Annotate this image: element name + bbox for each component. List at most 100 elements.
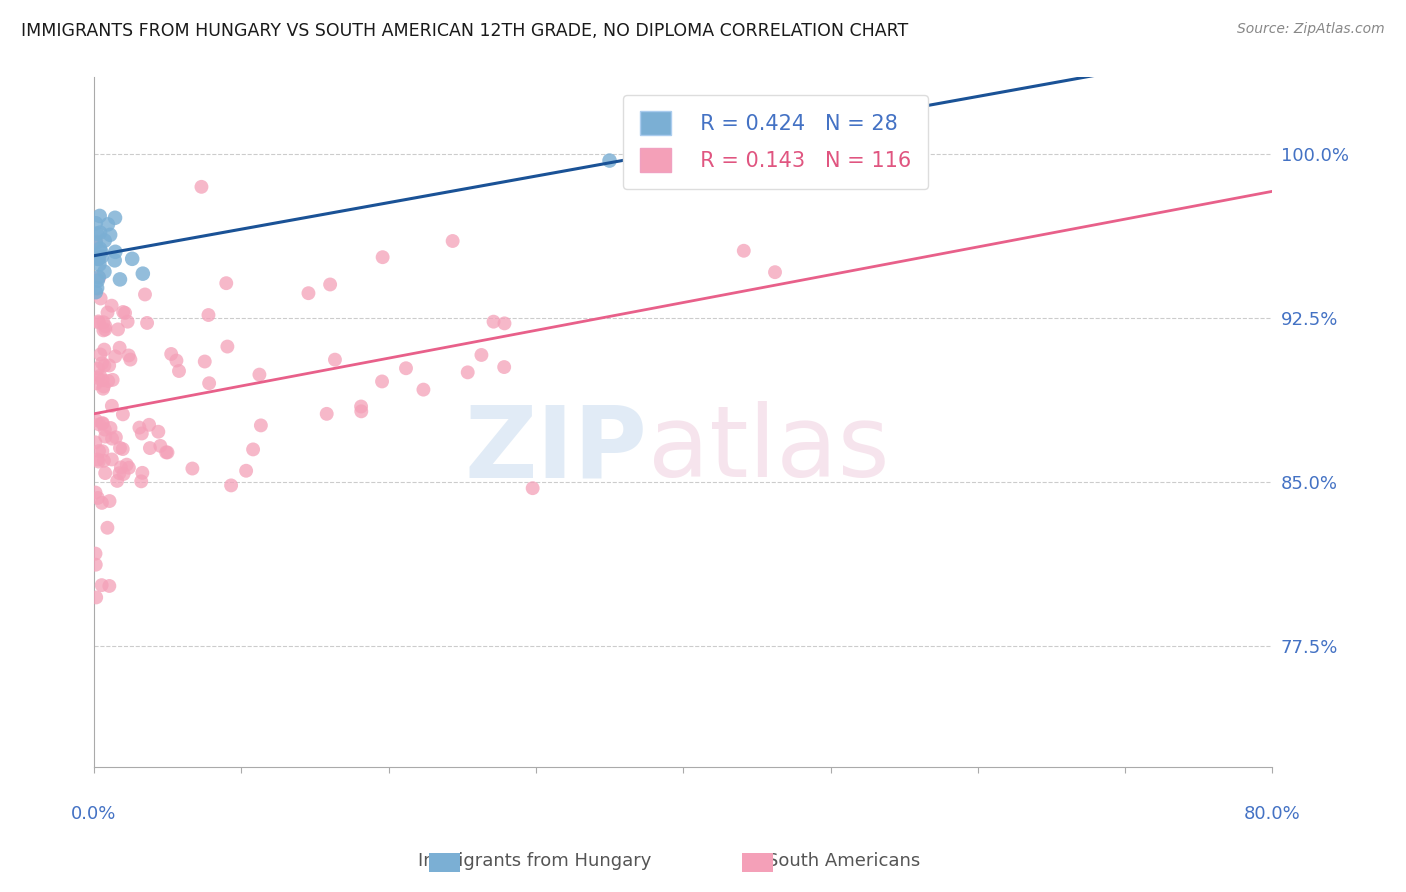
Point — [297, 286, 319, 301]
Point — [108, 272, 131, 286]
Point — [165, 353, 187, 368]
Point — [494, 360, 516, 375]
Point — [101, 432, 124, 446]
Point — [412, 383, 434, 397]
Point — [98, 494, 121, 508]
Point — [482, 315, 505, 329]
Point — [350, 404, 373, 418]
Point — [84, 413, 107, 427]
Point — [93, 323, 115, 337]
Point — [733, 244, 755, 258]
Point — [87, 252, 110, 266]
Point — [89, 270, 111, 285]
Point — [93, 379, 115, 393]
Point — [107, 322, 129, 336]
Point — [112, 305, 135, 319]
Point — [84, 591, 107, 605]
Point — [108, 341, 131, 355]
Point — [315, 407, 337, 421]
Point — [131, 466, 153, 480]
Point — [190, 179, 212, 194]
Point — [100, 421, 122, 435]
Point — [139, 441, 162, 455]
Point — [90, 250, 112, 264]
Point — [89, 368, 111, 383]
Point — [98, 227, 121, 242]
Point — [96, 521, 118, 535]
Point — [84, 235, 107, 249]
Point — [91, 382, 114, 396]
Point — [91, 417, 114, 431]
Text: IMMIGRANTS FROM HUNGARY VS SOUTH AMERICAN 12TH GRADE, NO DIPLOMA CORRELATION CHA: IMMIGRANTS FROM HUNGARY VS SOUTH AMERICA… — [21, 22, 908, 40]
Point — [148, 425, 170, 439]
Point — [494, 317, 516, 331]
Point — [93, 343, 115, 357]
Point — [599, 153, 621, 168]
Point — [104, 211, 127, 225]
Point — [87, 314, 110, 328]
Point — [763, 265, 786, 279]
Point — [319, 277, 342, 292]
Point — [219, 478, 242, 492]
Point — [371, 375, 394, 389]
Point — [134, 287, 156, 301]
Point — [457, 365, 479, 379]
Point — [323, 352, 346, 367]
Text: Immigrants from Hungary: Immigrants from Hungary — [418, 852, 651, 870]
Point — [138, 417, 160, 432]
Point — [395, 361, 418, 376]
Point — [90, 496, 112, 510]
Text: ZIP: ZIP — [465, 401, 648, 498]
Point — [242, 442, 264, 457]
Point — [136, 316, 159, 330]
Point — [96, 305, 118, 319]
Point — [87, 491, 110, 505]
Point — [155, 445, 177, 459]
Point — [149, 439, 172, 453]
Point — [84, 435, 107, 450]
Point — [108, 441, 131, 455]
Text: Source: ZipAtlas.com: Source: ZipAtlas.com — [1237, 22, 1385, 37]
Text: 0.0%: 0.0% — [72, 805, 117, 823]
Point — [104, 350, 127, 364]
Point — [101, 452, 124, 467]
Point — [87, 417, 110, 432]
Point — [84, 485, 107, 500]
Point — [120, 352, 142, 367]
Point — [89, 242, 111, 256]
Point — [89, 258, 111, 272]
Point — [93, 359, 115, 373]
Point — [167, 364, 190, 378]
Point — [131, 426, 153, 441]
Point — [87, 316, 110, 330]
Point — [104, 244, 127, 259]
Point — [97, 374, 120, 388]
Point — [117, 315, 139, 329]
Point — [93, 265, 115, 279]
Point — [89, 226, 111, 240]
Point — [105, 474, 128, 488]
Text: South Americans: South Americans — [768, 852, 920, 870]
Point — [94, 319, 117, 334]
Point — [98, 579, 121, 593]
Point — [235, 464, 257, 478]
Point — [98, 359, 121, 373]
Point — [84, 547, 107, 561]
Y-axis label: 12th Grade, No Diploma: 12th Grade, No Diploma — [0, 312, 8, 532]
Point — [89, 347, 111, 361]
Text: 80.0%: 80.0% — [1244, 805, 1301, 823]
Point — [87, 252, 110, 266]
Point — [84, 216, 107, 230]
Point — [129, 475, 152, 489]
Point — [156, 445, 179, 459]
Point — [100, 299, 122, 313]
Point — [111, 408, 134, 422]
Text: atlas: atlas — [648, 401, 890, 498]
Point — [160, 347, 183, 361]
Point — [87, 444, 110, 458]
Point — [84, 235, 107, 250]
Point — [247, 368, 270, 382]
Point — [198, 376, 221, 391]
Point — [86, 274, 108, 288]
Point — [86, 281, 108, 295]
